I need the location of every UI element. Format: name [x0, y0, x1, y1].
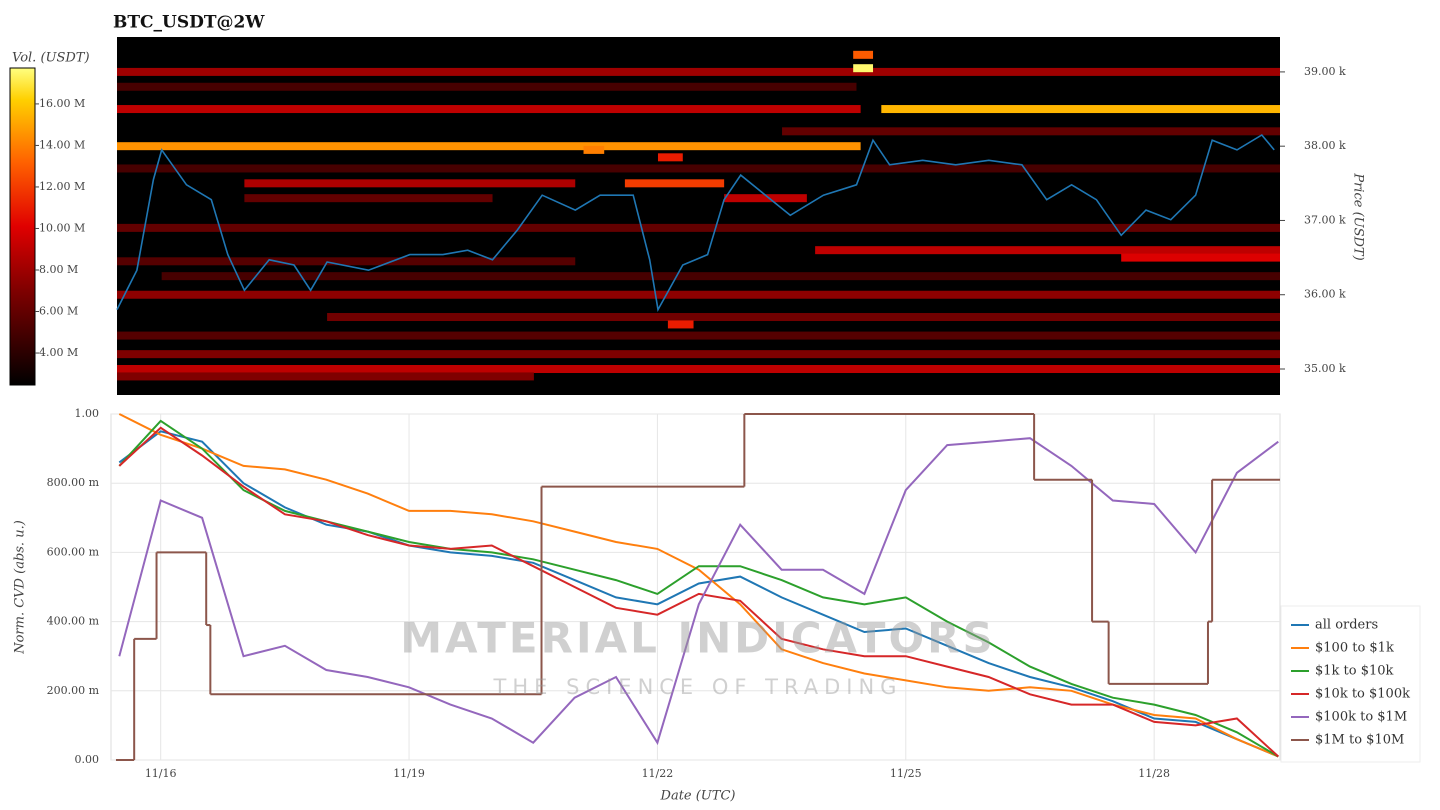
heatmap-cell — [117, 67, 1280, 76]
colorbar-tick-label: 10.00 M — [39, 221, 85, 234]
price-line — [116, 133, 1275, 312]
heatmap-cell — [1121, 253, 1280, 262]
heatmap-cell — [117, 365, 1280, 374]
watermark-title: MATERIAL INDICATORS — [400, 614, 996, 663]
series-line — [118, 426, 1279, 758]
legend-label: all orders — [1315, 618, 1378, 633]
heatmap-cell — [117, 372, 534, 381]
legend: all orders $100 to $1k $1k to $10k $10k to … — [1280, 605, 1421, 763]
heatmap-cell — [117, 350, 1280, 359]
heatmap-cell — [161, 272, 1281, 281]
x-tick-label: 11/16 — [145, 767, 177, 780]
x-tick-label: 11/28 — [1138, 767, 1170, 780]
plot-area — [110, 413, 1281, 761]
heatmap-cell — [327, 313, 1281, 322]
heatmap-cell — [853, 50, 874, 59]
y-tick-label: 39.00 k — [1304, 65, 1346, 78]
x-tick-label: 11/22 — [642, 767, 674, 780]
legend-label: $10k to $100k — [1315, 687, 1410, 702]
heatmap-cell — [667, 320, 694, 329]
heatmap-cell — [782, 127, 1280, 136]
heatmap-cell — [583, 145, 605, 154]
y-axis-label: Price (USDT) — [1351, 172, 1366, 260]
y-tick-label: 0.00 — [75, 753, 100, 766]
series-line — [118, 419, 1279, 758]
colorbar-label: Vol. (USDT) — [12, 51, 90, 66]
watermark-subtitle: THE SCIENCE OF TRADING — [493, 675, 903, 699]
legend-label: $100 to $1k — [1315, 641, 1394, 656]
y-tick-label: 38.00 k — [1304, 139, 1346, 152]
colorbar-tick-label: 16.00 M — [39, 97, 85, 110]
heatmap-cell — [657, 153, 683, 162]
series-line — [118, 413, 1279, 758]
y-axis-label: Norm. CVD (abs. u.) — [13, 520, 28, 655]
colorbar-tick-label: 6.00 M — [39, 305, 78, 318]
y-tick-label: 35.00 k — [1304, 362, 1346, 375]
y-tick-label: 37.00 k — [1304, 213, 1346, 226]
heatmap-cell — [117, 105, 861, 114]
y-tick-label: 200.00 m — [47, 684, 100, 697]
heatmap-cell — [724, 194, 807, 203]
colorbar — [9, 67, 36, 386]
heatmap-cell — [117, 164, 1280, 173]
chart-title: BTC_USDT@2W — [113, 13, 265, 33]
y-tick-label: 800.00 m — [47, 476, 100, 489]
heatmap-cell — [815, 246, 1280, 255]
heatmap-cell — [881, 105, 1280, 114]
x-tick-label: 11/25 — [890, 767, 922, 780]
y-tick-label: 36.00 k — [1304, 288, 1346, 301]
heatmap-cell — [117, 331, 1280, 340]
heatmap-cell — [853, 64, 874, 73]
y-tick-label: 600.00 m — [47, 545, 100, 558]
legend-label: $1M to $10M — [1315, 733, 1404, 748]
heatmap-cell — [117, 82, 857, 91]
y-tick-label: 400.00 m — [47, 615, 100, 628]
series-line — [118, 437, 1279, 746]
heatmap-cell — [117, 257, 576, 266]
heatmap-cell — [244, 179, 576, 188]
heatmap-cell — [244, 194, 493, 203]
colorbar-tick-label: 12.00 M — [39, 180, 85, 193]
colorbar-tick-label: 14.00 M — [39, 138, 85, 151]
x-axis-label: Date (UTC) — [660, 789, 736, 804]
heatmap-cell — [117, 142, 861, 151]
heatmap-cell — [117, 223, 1280, 232]
heatmap-cell — [117, 290, 1280, 299]
colorbar-tick-label: 8.00 M — [39, 263, 78, 276]
colorbar-tick-label: 4.00 M — [39, 346, 78, 359]
heatmap-cell — [624, 179, 725, 188]
legend-label: $1k to $10k — [1315, 664, 1394, 679]
x-tick-label: 11/19 — [393, 767, 425, 780]
y-tick-label: 1.00 — [75, 407, 100, 420]
legend-box — [1280, 605, 1421, 763]
legend-label: $100k to $1M — [1315, 710, 1407, 725]
